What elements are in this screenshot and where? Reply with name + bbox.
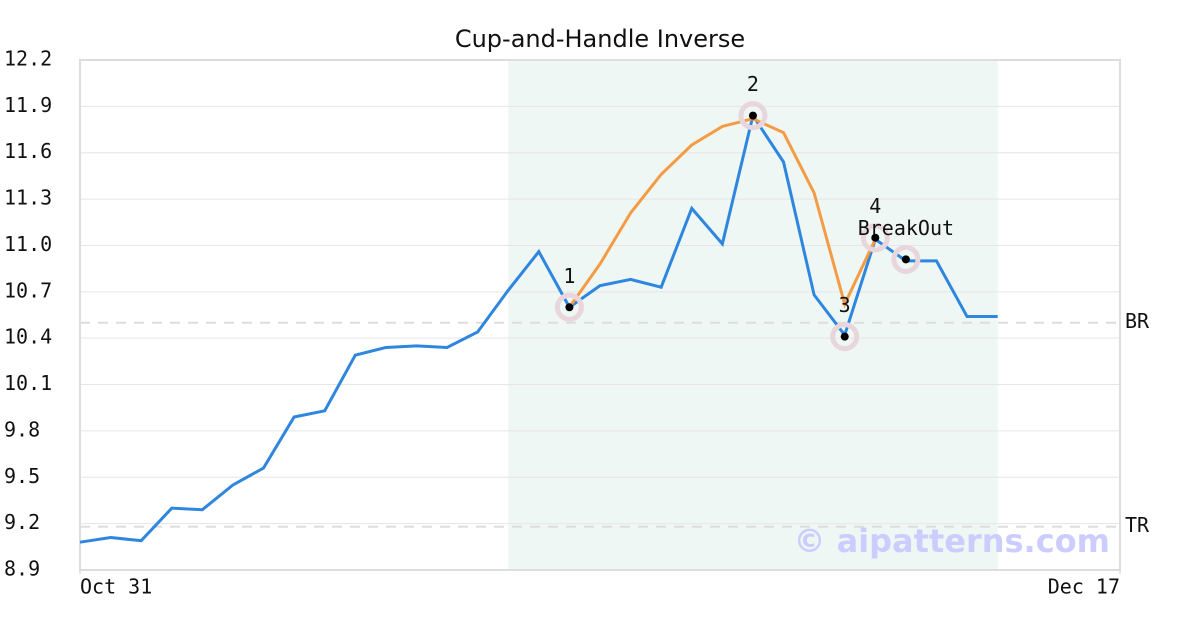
y-tick-label: 11.9 bbox=[4, 93, 52, 117]
x-tick-label: Oct 31 bbox=[80, 575, 152, 599]
point-halo bbox=[891, 244, 921, 274]
chart-title: Cup-and-Handle Inverse bbox=[455, 25, 745, 53]
x-tick-label: Dec 17 bbox=[1048, 575, 1120, 599]
highlight-region bbox=[508, 60, 998, 570]
y-tick-label: 12.2 bbox=[4, 47, 52, 71]
y-tick-label: 11.3 bbox=[4, 186, 52, 210]
point-label: 2 bbox=[747, 72, 759, 96]
y-tick-label: 10.4 bbox=[4, 325, 52, 349]
point-label: 3 bbox=[839, 293, 851, 317]
y-tick-label: 9.8 bbox=[4, 417, 40, 441]
point bbox=[565, 303, 574, 312]
point-label: BreakOut bbox=[858, 216, 954, 240]
y-tick-label: 11.0 bbox=[4, 232, 52, 256]
y-tick-label: 10.1 bbox=[4, 371, 52, 395]
point-label: 4 bbox=[869, 194, 881, 218]
point-halo bbox=[554, 292, 584, 322]
y-tick-label: 8.9 bbox=[4, 557, 40, 581]
point bbox=[840, 332, 849, 341]
point-halo bbox=[738, 101, 768, 131]
plot-frame bbox=[79, 59, 1121, 571]
level-label: TR bbox=[1125, 513, 1150, 537]
y-tick-label: 9.5 bbox=[4, 464, 40, 488]
point-label: 1 bbox=[563, 264, 575, 288]
y-tick-label: 11.6 bbox=[4, 139, 52, 163]
price-line bbox=[568, 117, 877, 309]
point bbox=[901, 255, 910, 264]
y-tick-label: 10.7 bbox=[4, 278, 52, 302]
watermark: © aipatterns.com bbox=[793, 522, 1110, 560]
point bbox=[871, 233, 880, 242]
point-halo bbox=[860, 223, 890, 253]
y-tick-label: 9.2 bbox=[4, 510, 40, 534]
point-halo bbox=[830, 322, 860, 352]
level-label: BR bbox=[1125, 309, 1150, 333]
point bbox=[748, 111, 757, 120]
